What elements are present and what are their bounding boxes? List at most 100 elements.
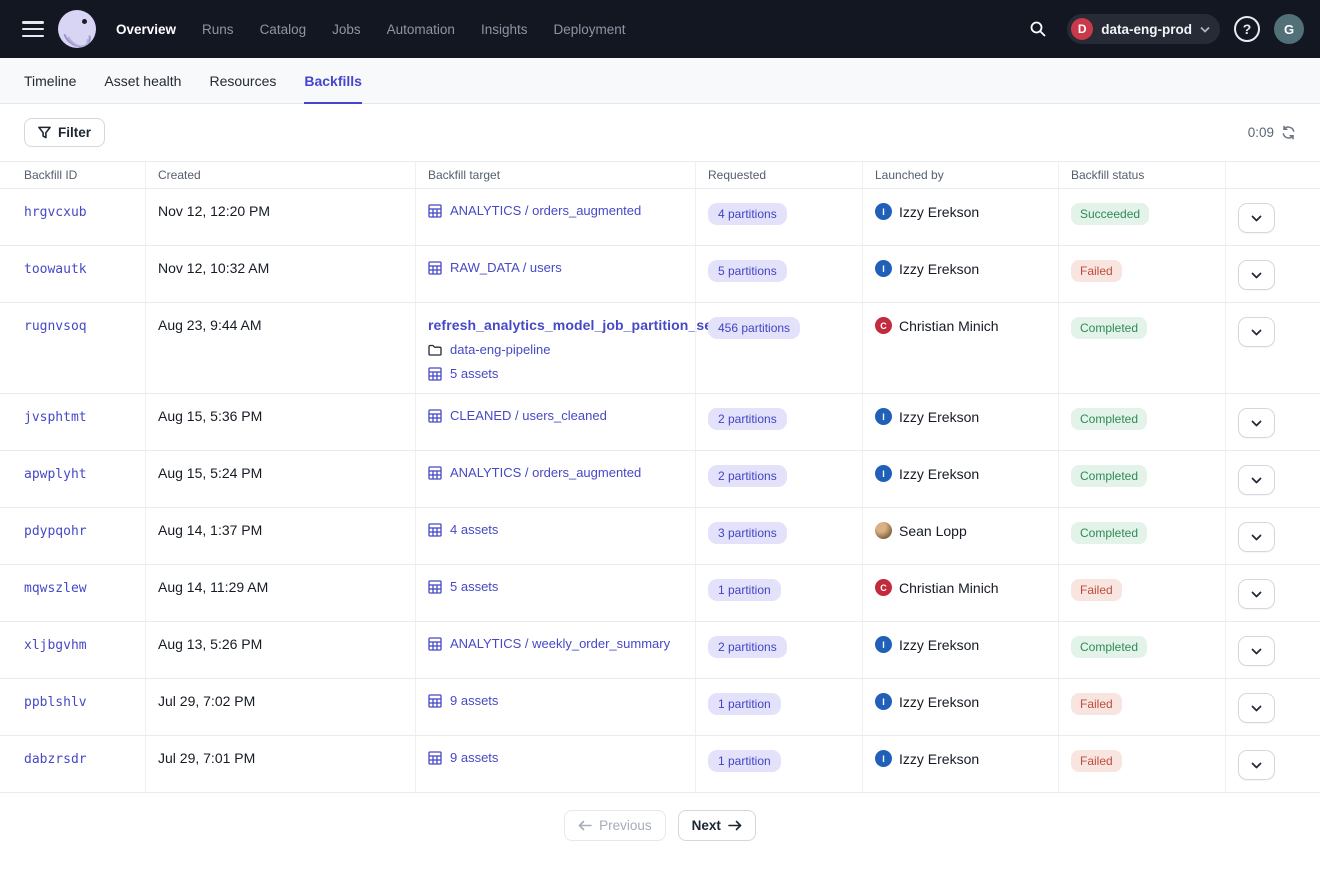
tab-resources[interactable]: Resources [209, 72, 277, 89]
nav-item-catalog[interactable]: Catalog [259, 21, 307, 37]
requested-badge: 4 partitions [708, 203, 787, 225]
target-link[interactable]: 4 assets [450, 522, 499, 537]
requested-cell: 1 partition [695, 736, 862, 792]
created-cell: Nov 12, 10:32 AM [145, 246, 415, 302]
table-row: jvsphtmt Aug 15, 5:36 PM CLEANED / users_c… [0, 394, 1320, 451]
backfill-id-link[interactable]: toowautk [24, 262, 87, 277]
target-link[interactable]: 5 assets [450, 579, 499, 594]
status-badge: Completed [1071, 408, 1148, 430]
launcher: C Christian Minich [875, 317, 1046, 334]
user-avatar[interactable]: G [1274, 14, 1304, 44]
target-line: ANALYTICS / orders_augmented [428, 465, 683, 480]
menu-icon[interactable] [22, 21, 44, 37]
backfill-id-cell: xljbgvhm [0, 622, 145, 678]
target-line: 5 assets [428, 366, 683, 381]
status-cell: Succeeded [1058, 189, 1225, 245]
table-row: xljbgvhm Aug 13, 5:26 PM ANALYTICS / weekl… [0, 622, 1320, 679]
created-cell: Aug 23, 9:44 AM [145, 303, 415, 393]
backfill-id-link[interactable]: apwplyht [24, 467, 87, 482]
actions-cell [1225, 736, 1320, 792]
refresh-icon[interactable] [1281, 125, 1296, 140]
nav-item-runs[interactable]: Runs [202, 21, 234, 37]
backfill-id-cell: pdypqohr [0, 508, 145, 564]
backfill-id-link[interactable]: dabzrsdr [24, 752, 87, 767]
nav-item-insights[interactable]: Insights [480, 21, 528, 37]
backfill-id-link[interactable]: jvsphtmt [24, 410, 87, 425]
target-link[interactable]: RAW_DATA / users [450, 260, 562, 275]
status-badge: Failed [1071, 579, 1122, 601]
actions-cell [1225, 565, 1320, 621]
workspace-switcher[interactable]: D data-eng-prod [1067, 14, 1220, 44]
launcher-name: Izzy Erekson [899, 750, 980, 767]
requested-cell: 1 partition [695, 565, 862, 621]
target-link[interactable]: data-eng-pipeline [450, 342, 551, 357]
workspace-badge: D [1071, 18, 1094, 40]
dagster-logo-icon[interactable] [58, 10, 96, 48]
created-cell: Jul 29, 7:02 PM [145, 679, 415, 735]
requested-cell: 2 partitions [695, 394, 862, 450]
asset-table-icon [428, 203, 442, 218]
requested-cell: 4 partitions [695, 189, 862, 245]
help-icon[interactable]: ? [1234, 16, 1260, 42]
tab-asset-health[interactable]: Asset health [104, 72, 182, 89]
row-actions-button[interactable] [1238, 408, 1275, 438]
status-badge: Failed [1071, 693, 1122, 715]
launcher: I Izzy Erekson [875, 750, 1046, 767]
target-line: ANALYTICS / weekly_order_summary [428, 636, 683, 651]
main-nav: Overview Runs Catalog Jobs Automation Insight… [116, 22, 626, 37]
table-row: mqwszlew Aug 14, 11:29 AM 5 assets 1 partit… [0, 565, 1320, 622]
launcher: I Izzy Erekson [875, 260, 1046, 277]
launched-by-cell: I Izzy Erekson [862, 394, 1058, 450]
backfill-id-link[interactable]: rugnvsoq [24, 319, 87, 334]
target-link[interactable]: 9 assets [450, 693, 499, 708]
next-page-label: Next [691, 818, 721, 833]
launched-by-cell: C Christian Minich [862, 303, 1058, 393]
nav-item-jobs[interactable]: Jobs [332, 21, 361, 37]
workspace-name: data-eng-prod [1101, 21, 1192, 37]
previous-page-button[interactable]: Previous [564, 810, 666, 841]
backfill-id-link[interactable]: ppblshlv [24, 695, 87, 710]
toolbar: Filter 0:09 [0, 104, 1320, 161]
row-actions-button[interactable] [1238, 579, 1275, 609]
column-header-backfill-id: Backfill ID [24, 168, 78, 182]
backfill-target-cell: refresh_analytics_model_job_partition_se… [415, 303, 717, 393]
target-link[interactable]: CLEANED / users_cleaned [450, 408, 607, 423]
backfills-table: Backfill ID Created Backfill target Requ… [0, 161, 1320, 793]
target-line: 4 assets [428, 522, 683, 537]
target-link[interactable]: 9 assets [450, 750, 499, 765]
nav-item-automation[interactable]: Automation [386, 21, 455, 37]
user-initial-avatar: I [875, 750, 892, 767]
next-page-button[interactable]: Next [677, 810, 756, 841]
row-actions-button[interactable] [1238, 260, 1275, 290]
search-icon[interactable] [1023, 14, 1053, 44]
target-link[interactable]: ANALYTICS / weekly_order_summary [450, 636, 671, 651]
created-timestamp: Jul 29, 7:01 PM [158, 750, 256, 766]
row-actions-button[interactable] [1238, 465, 1275, 495]
requested-cell: 3 partitions [695, 508, 862, 564]
user-initial-avatar: I [875, 693, 892, 710]
target-link[interactable]: 5 assets [450, 366, 499, 381]
row-actions-button[interactable] [1238, 317, 1275, 347]
target-line: RAW_DATA / users [428, 260, 683, 275]
backfill-id-link[interactable]: pdypqohr [24, 524, 87, 539]
row-actions-button[interactable] [1238, 522, 1275, 552]
requested-cell: 1 partition [695, 679, 862, 735]
backfill-id-link[interactable]: hrgvcxub [24, 205, 87, 220]
backfill-id-link[interactable]: xljbgvhm [24, 638, 87, 653]
tab-backfills[interactable]: Backfills [304, 58, 362, 104]
nav-item-overview[interactable]: Overview [116, 21, 177, 37]
tab-timeline[interactable]: Timeline [24, 72, 77, 89]
job-link[interactable]: refresh_analytics_model_job_partition_se… [428, 317, 717, 333]
column-header-backfill-status: Backfill status [1058, 162, 1225, 188]
row-actions-button[interactable] [1238, 750, 1275, 780]
filter-button[interactable]: Filter [24, 118, 106, 147]
backfill-id-link[interactable]: mqwszlew [24, 581, 87, 596]
row-actions-button[interactable] [1238, 693, 1275, 723]
launcher-name: Izzy Erekson [899, 260, 980, 277]
nav-item-deployment[interactable]: Deployment [553, 21, 626, 37]
row-actions-button[interactable] [1238, 203, 1275, 233]
row-actions-button[interactable] [1238, 636, 1275, 666]
target-link[interactable]: ANALYTICS / orders_augmented [450, 465, 642, 480]
table-row: hrgvcxub Nov 12, 12:20 PM ANALYTICS / orde… [0, 189, 1320, 246]
target-link[interactable]: ANALYTICS / orders_augmented [450, 203, 642, 218]
